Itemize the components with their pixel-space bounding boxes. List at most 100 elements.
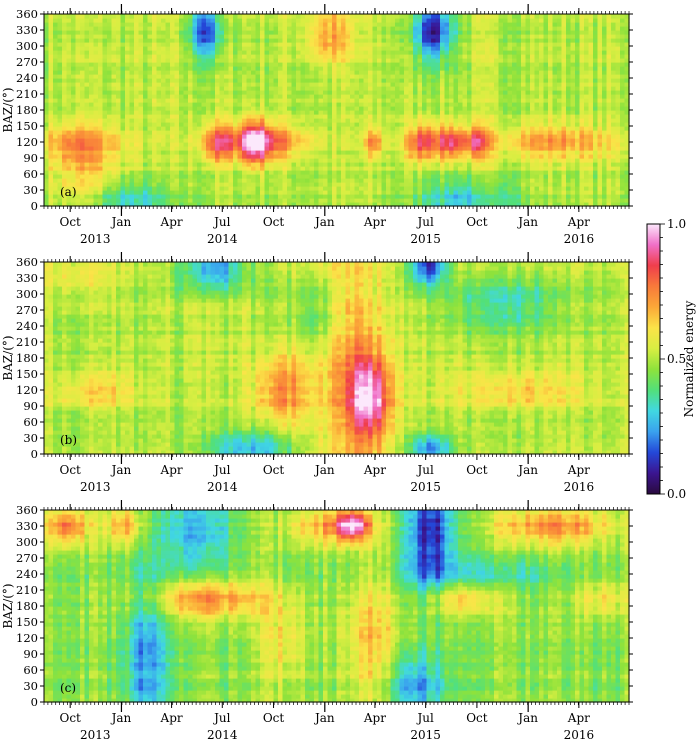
heatmap-cell	[485, 102, 491, 107]
heatmap-cell	[111, 18, 117, 23]
heatmap-cell	[467, 110, 473, 115]
heatmap-cell	[314, 178, 320, 183]
heatmap-cell	[138, 62, 144, 67]
heatmap-cell	[494, 182, 500, 187]
heatmap-cell	[75, 70, 81, 75]
heatmap-cell	[260, 158, 266, 163]
heatmap-cell	[102, 162, 108, 167]
heatmap-cell	[435, 94, 441, 99]
heatmap-cell	[300, 110, 306, 115]
heatmap-cell	[440, 74, 446, 79]
heatmap-cell	[426, 38, 432, 43]
heatmap-cell	[323, 106, 329, 111]
heatmap-cell	[458, 14, 464, 19]
heatmap-cell	[399, 30, 405, 35]
heatmap-cell	[404, 78, 410, 83]
heatmap-cell	[422, 202, 428, 207]
heatmap-cell	[125, 126, 131, 131]
heatmap-cell	[323, 26, 329, 31]
heatmap-cell	[422, 190, 428, 195]
heatmap-cell	[507, 186, 513, 191]
heatmap-cell	[138, 170, 144, 175]
heatmap-cell	[89, 62, 95, 67]
heatmap-cell	[251, 126, 257, 131]
heatmap-cell	[368, 94, 374, 99]
heatmap-cell	[390, 162, 396, 167]
heatmap-cell	[107, 186, 113, 191]
heatmap-cell	[309, 186, 315, 191]
heatmap-cell	[422, 130, 428, 135]
heatmap-cell	[44, 162, 50, 167]
heatmap-cell	[498, 74, 504, 79]
heatmap-cell	[404, 26, 410, 31]
heatmap-cell	[449, 58, 455, 63]
heatmap-cell	[138, 86, 144, 91]
heatmap-cell	[494, 70, 500, 75]
heatmap-cell	[125, 66, 131, 71]
heatmap-cell	[305, 26, 311, 31]
heatmap-cell	[264, 114, 270, 119]
heatmap-cell	[359, 94, 365, 99]
heatmap-cell	[98, 182, 104, 187]
heatmap-cell	[467, 142, 473, 147]
heatmap-cell	[426, 170, 432, 175]
heatmap-cell	[206, 30, 212, 35]
heatmap-cell	[228, 58, 234, 63]
heatmap-cell	[192, 46, 198, 51]
heatmap-cell	[80, 34, 86, 39]
heatmap-cell	[341, 82, 347, 87]
heatmap-cell	[345, 170, 351, 175]
heatmap-cell	[269, 50, 275, 55]
heatmap-cell	[210, 30, 216, 35]
heatmap-cell	[206, 98, 212, 103]
heatmap-cell	[327, 154, 333, 159]
heatmap-cell	[269, 54, 275, 59]
heatmap-cell	[224, 78, 230, 83]
heatmap-cell	[390, 202, 396, 207]
heatmap-cell	[134, 130, 140, 135]
heatmap-cell	[480, 70, 486, 75]
heatmap-cell	[48, 134, 54, 139]
heatmap-cell	[426, 126, 432, 131]
heatmap-cell	[210, 182, 216, 187]
heatmap-cell	[120, 90, 126, 95]
heatmap-cell	[395, 26, 401, 31]
heatmap-cell	[323, 34, 329, 39]
heatmap-cell	[431, 62, 437, 67]
heatmap-cell	[458, 90, 464, 95]
heatmap-cell	[426, 122, 432, 127]
heatmap-cell	[120, 46, 126, 51]
heatmap-cell	[422, 134, 428, 139]
heatmap-cell	[44, 50, 50, 55]
heatmap-cell	[80, 126, 86, 131]
heatmap-cell	[107, 26, 113, 31]
heatmap-cell	[462, 162, 468, 167]
heatmap-cell	[444, 118, 450, 123]
heatmap-cell	[93, 98, 99, 103]
heatmap-cell	[246, 22, 252, 27]
heatmap-cell	[485, 30, 491, 35]
heatmap-cell	[57, 170, 63, 175]
heatmap-cell	[102, 122, 108, 127]
heatmap-cell	[165, 138, 171, 143]
heatmap-cell	[156, 90, 162, 95]
heatmap-cell	[260, 118, 266, 123]
heatmap-cell	[75, 162, 81, 167]
heatmap-cell	[75, 102, 81, 107]
heatmap-cell	[170, 126, 176, 131]
heatmap-cell	[98, 130, 104, 135]
heatmap-cell	[120, 58, 126, 63]
heatmap-cell	[426, 62, 432, 67]
heatmap-cell	[386, 190, 392, 195]
heatmap-cell	[278, 78, 284, 83]
heatmap-cell	[233, 70, 239, 75]
heatmap-cell	[188, 118, 194, 123]
heatmap-cell	[435, 114, 441, 119]
heatmap-cell	[467, 154, 473, 159]
heatmap-cell	[291, 142, 297, 147]
heatmap-cell	[314, 158, 320, 163]
heatmap-cell	[300, 74, 306, 79]
heatmap-cell	[368, 202, 374, 207]
heatmap-cell	[161, 130, 167, 135]
heatmap-cell	[102, 178, 108, 183]
